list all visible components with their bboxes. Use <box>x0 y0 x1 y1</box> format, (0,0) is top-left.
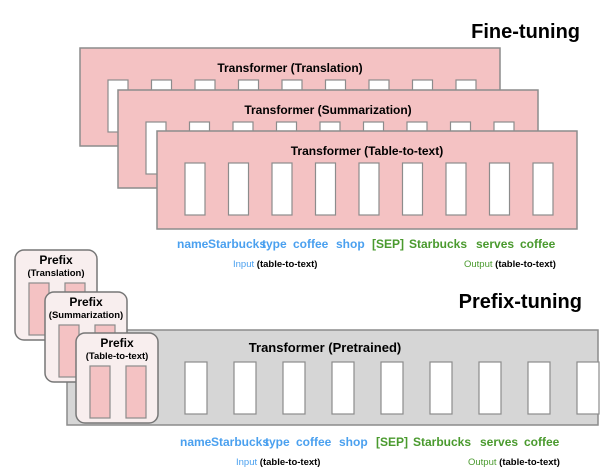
finetuning-title: Fine-tuning <box>471 21 580 43</box>
prefix-title: Prefix <box>39 253 73 267</box>
input-token: shop <box>339 435 368 449</box>
prefix-task: (Translation) <box>27 268 84 279</box>
token-box <box>445 162 467 216</box>
token-box <box>271 162 293 216</box>
token-box <box>401 162 424 216</box>
prefix-task: (Summarization) <box>49 310 123 321</box>
transformer-label: Transformer (Translation) <box>217 61 362 75</box>
token-box <box>314 162 337 216</box>
token-box <box>429 361 453 415</box>
token-box <box>488 162 511 216</box>
token-box <box>282 361 306 415</box>
prefix-token <box>89 365 111 419</box>
prefix-task: (Table-to-text) <box>86 351 149 362</box>
input-caption-label: Input <box>236 457 257 468</box>
token-box <box>532 162 554 216</box>
prefix-title: Prefix <box>69 295 103 309</box>
transformer-label: Transformer (Summarization) <box>244 103 411 117</box>
finetune-transformer: Transformer (Table-to-text) <box>156 130 578 230</box>
output-caption-label: Output <box>464 259 493 270</box>
input-token: type <box>262 237 287 251</box>
output-token: serves <box>480 435 518 449</box>
output-token: serves <box>476 237 514 251</box>
transformer-label: Transformer (Table-to-text) <box>291 144 443 158</box>
input-token: coffee <box>296 435 332 449</box>
input-caption: Input (table-to-text) <box>236 457 320 468</box>
output-caption-label: Output <box>468 457 497 468</box>
pretrained-transformer-label: Transformer (Pretrained) <box>249 340 401 355</box>
input-token: name <box>177 237 209 251</box>
output-token: [SEP] <box>372 237 404 251</box>
output-token: Starbucks <box>413 435 471 449</box>
input-caption-suffix: (table-to-text) <box>257 259 318 270</box>
output-token: Starbucks <box>409 237 467 251</box>
token-box <box>331 361 355 415</box>
input-token: name <box>180 435 212 449</box>
input-caption-label: Input <box>233 259 254 270</box>
output-caption: Output (table-to-text) <box>464 259 556 270</box>
prefixtuning-title: Prefix-tuning <box>459 291 582 313</box>
input-token: shop <box>336 237 365 251</box>
token-box <box>233 361 257 415</box>
token-box <box>184 162 206 216</box>
token-box <box>478 361 502 415</box>
output-token: coffee <box>520 237 556 251</box>
token-box <box>184 361 208 415</box>
output-caption-suffix: (table-to-text) <box>495 259 556 270</box>
prefix-block: Prefix(Table-to-text) <box>75 332 159 424</box>
token-box <box>527 361 551 415</box>
token-box <box>227 162 250 216</box>
input-token: type <box>265 435 290 449</box>
input-token: coffee <box>293 237 329 251</box>
token-box <box>380 361 404 415</box>
input-caption: Input (table-to-text) <box>233 259 317 270</box>
output-caption-suffix: (table-to-text) <box>499 457 560 468</box>
prefix-token <box>125 365 147 419</box>
output-token: [SEP] <box>376 435 408 449</box>
output-caption: Output (table-to-text) <box>468 457 560 468</box>
token-box <box>576 361 600 415</box>
token-box <box>358 162 380 216</box>
input-token: Starbucks <box>211 435 269 449</box>
output-token: coffee <box>524 435 560 449</box>
prefix-title: Prefix <box>100 336 134 350</box>
input-caption-suffix: (table-to-text) <box>260 457 321 468</box>
input-token: Starbucks <box>208 237 266 251</box>
